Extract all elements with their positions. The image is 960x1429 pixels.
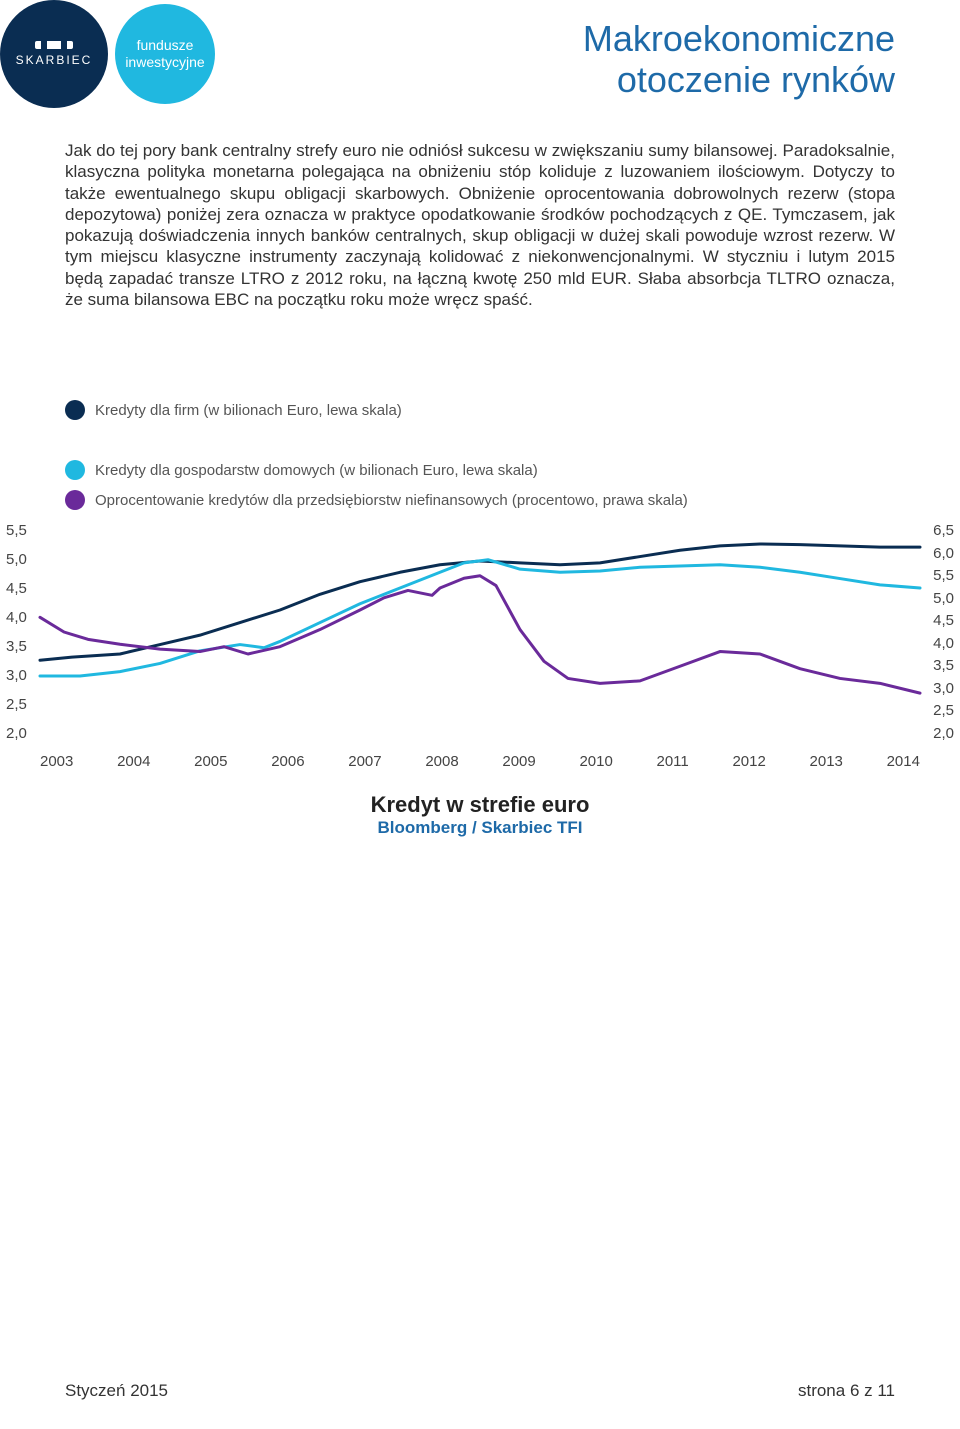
y-tick-left: 3,5 [6, 638, 36, 655]
x-tick: 2009 [502, 753, 535, 770]
x-tick: 2011 [657, 753, 689, 770]
y-axis-right: 6,5 6,0 5,5 5,0 4,5 4,0 3,5 3,0 2,5 2,0 [924, 522, 954, 742]
body-paragraph: Jak do tej pory bank centralny strefy eu… [0, 110, 960, 310]
page-title: Makroekonomiczne otoczenie rynków [583, 18, 895, 101]
x-tick: 2013 [810, 753, 843, 770]
legend-label: Oprocentowanie kredytów dla przedsiębior… [95, 492, 688, 509]
y-axis-left: 5,5 5,0 4,5 4,0 3,5 3,0 2,5 2,0 [6, 522, 36, 742]
y-tick-left: 2,5 [6, 696, 36, 713]
x-tick: 2012 [732, 753, 765, 770]
x-tick: 2003 [40, 753, 73, 770]
y-tick-left: 3,0 [6, 667, 36, 684]
x-tick: 2004 [117, 753, 150, 770]
header: SKARBIEC fundusze inwestycyjne Makroekon… [0, 0, 960, 110]
legend-item-firms: Kredyty dla firm (w bilionach Euro, lewa… [65, 400, 402, 420]
y-tick-right: 4,0 [924, 635, 954, 652]
chart-caption: Kredyt w strefie euro Bloomberg / Skarbi… [0, 792, 960, 838]
footer-right: strona 6 z 11 [798, 1381, 895, 1401]
y-tick-left: 4,0 [6, 609, 36, 626]
y-tick-right: 4,5 [924, 612, 954, 629]
legend-item-rate: Oprocentowanie kredytów dla przedsiębior… [65, 490, 688, 510]
y-tick-right: 3,0 [924, 680, 954, 697]
title-line-2: otoczenie rynków [583, 59, 895, 100]
brand-logo-dark: SKARBIEC [0, 0, 108, 108]
chart-legend: Kredyty dla firm (w bilionach Euro, lewa… [0, 400, 960, 510]
y-tick-right: 5,5 [924, 567, 954, 584]
legend-label: Kredyty dla gospodarstw domowych (w bili… [95, 462, 538, 479]
chart-block: Kredyty dla firm (w bilionach Euro, lewa… [0, 400, 960, 838]
chart-caption-title: Kredyt w strefie euro [0, 792, 960, 818]
brand-logo-light: fundusze inwestycyjne [115, 4, 215, 104]
swatch-icon [65, 460, 85, 480]
legend-item-households: Kredyty dla gospodarstw domowych (w bili… [65, 460, 538, 480]
x-tick: 2006 [271, 753, 304, 770]
y-tick-right: 3,5 [924, 657, 954, 674]
y-tick-left: 4,5 [6, 580, 36, 597]
sub-brand-text: fundusze inwestycyjne [115, 37, 215, 71]
footer-left: Styczeń 2015 [65, 1381, 168, 1401]
x-tick: 2007 [348, 753, 381, 770]
y-tick-left: 5,5 [6, 522, 36, 539]
y-tick-right: 5,0 [924, 590, 954, 607]
y-tick-right: 2,0 [924, 725, 954, 742]
chart-area: 5,55,04,54,03,53,02,52,0 6,56,05,55,04,5… [10, 522, 950, 782]
x-tick: 2008 [425, 753, 458, 770]
title-line-1: Makroekonomiczne [583, 18, 895, 59]
chart-svg [10, 522, 950, 782]
y-tick-right: 2,5 [924, 702, 954, 719]
x-tick: 2010 [579, 753, 612, 770]
x-axis: 2003 2004 2005 2006 2007 2008 2009 2010 2011 2012… [40, 753, 920, 770]
swatch-icon [65, 400, 85, 420]
brand-mark-icon [35, 41, 73, 49]
brand-text: SKARBIEC [16, 53, 93, 67]
chart-caption-sub: Bloomberg / Skarbiec TFI [0, 818, 960, 838]
x-tick: 2005 [194, 753, 227, 770]
y-tick-left: 2,0 [6, 725, 36, 742]
x-tick: 2014 [887, 753, 920, 770]
footer: Styczeń 2015 strona 6 z 11 [65, 1381, 895, 1401]
y-tick-right: 6,0 [924, 545, 954, 562]
legend-label: Kredyty dla firm (w bilionach Euro, lewa… [95, 402, 402, 419]
swatch-icon [65, 490, 85, 510]
y-tick-left: 5,0 [6, 551, 36, 568]
y-tick-right: 6,5 [924, 522, 954, 539]
